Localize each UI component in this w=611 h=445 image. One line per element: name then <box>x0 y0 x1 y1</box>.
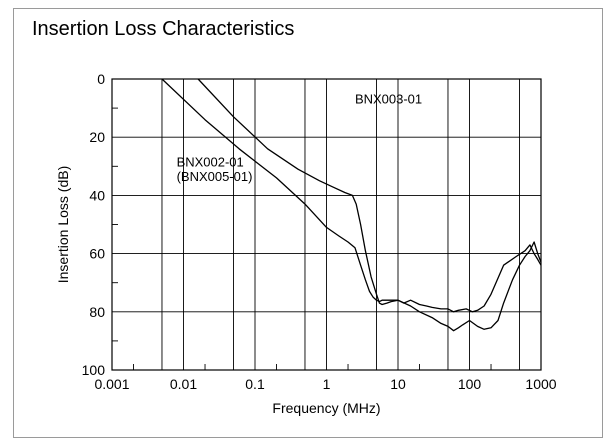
x-tick-label: 0.001 <box>94 376 129 392</box>
x-tick-label: 0.01 <box>170 376 197 392</box>
grid <box>112 79 541 370</box>
x-tick-label: 0.1 <box>245 376 265 392</box>
series-line-bnx003-01 <box>197 78 542 313</box>
series-annotation: BNX002-01 <box>177 154 244 169</box>
x-tick-label: 100 <box>458 376 482 392</box>
series-line-bnx002-01 <box>161 78 542 332</box>
plot-area <box>111 78 542 371</box>
x-axis-label: Frequency (MHz) <box>272 400 380 416</box>
chart-title: Insertion Loss Characteristics <box>32 18 295 40</box>
y-tick-label: 40 <box>89 187 105 203</box>
series-annotation: (BNX005-01) <box>177 169 253 184</box>
annotations: BNX003-01 BNX002-01(BNX005-01) <box>177 92 423 184</box>
chart-frame <box>13 8 603 438</box>
series-annotation: BNX003-01 <box>355 92 422 107</box>
series-lines <box>161 78 542 332</box>
y-tick-label: 100 <box>82 362 106 378</box>
y-tick-label: 0 <box>97 71 105 87</box>
y-tick-label: 60 <box>89 246 105 262</box>
x-tick-label: 10 <box>390 376 406 392</box>
y-tick-label: 20 <box>89 129 105 145</box>
y-tick-label: 80 <box>89 304 105 320</box>
tick-labels: 0.001 0.01 0.1 1 10 100 1000 0 20 40 60 80 100 <box>82 71 557 392</box>
x-tick-label: 1 <box>323 376 331 392</box>
y-axis-label: Insertion Loss (dB) <box>55 166 71 284</box>
x-tick-label: 1000 <box>525 376 556 392</box>
